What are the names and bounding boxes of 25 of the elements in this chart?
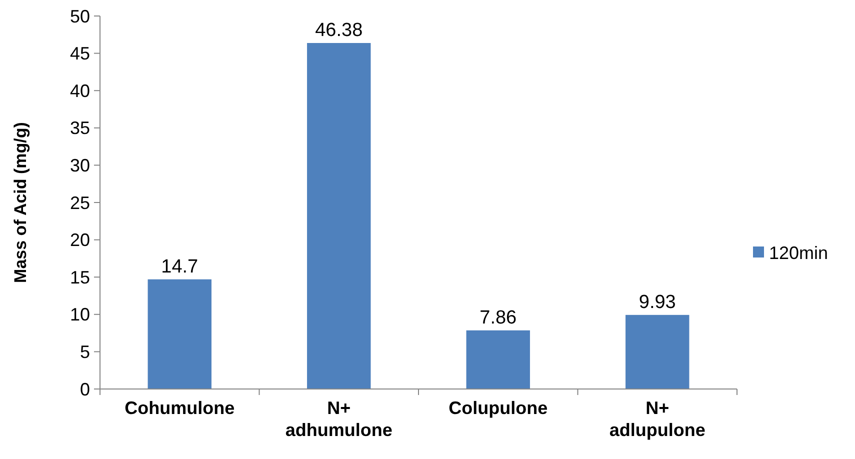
y-tick-label: 50 bbox=[70, 6, 90, 26]
legend-label: 120min bbox=[769, 242, 828, 263]
y-tick-label: 25 bbox=[70, 192, 90, 213]
data-label: 46.38 bbox=[315, 20, 363, 42]
y-tick-label: 5 bbox=[80, 342, 90, 362]
y-axis-title: Mass of Acid (mg/g) bbox=[11, 122, 30, 283]
y-tick-label: 15 bbox=[70, 267, 90, 288]
y-tick-label: 20 bbox=[70, 230, 90, 250]
data-label: 9.93 bbox=[638, 292, 676, 313]
bar bbox=[307, 43, 371, 389]
bar bbox=[466, 330, 530, 389]
x-tick-label: N+ adhumulone bbox=[285, 398, 392, 440]
x-tick-label: Cohumulone bbox=[124, 398, 235, 418]
bar bbox=[148, 279, 212, 389]
bar bbox=[626, 314, 690, 389]
y-tick-label: 40 bbox=[70, 80, 90, 101]
x-tick-label: Colupulone bbox=[448, 398, 548, 418]
y-tick-label: 45 bbox=[70, 44, 90, 64]
y-tick-label: 0 bbox=[80, 379, 90, 400]
data-label: 14.7 bbox=[161, 256, 198, 278]
y-tick-label: 10 bbox=[70, 304, 90, 325]
y-tick-label: 35 bbox=[70, 118, 90, 138]
x-tick-label: N+ adlupulone bbox=[609, 398, 706, 440]
data-label: 7.86 bbox=[480, 307, 517, 328]
y-tick-label: 30 bbox=[70, 156, 90, 176]
